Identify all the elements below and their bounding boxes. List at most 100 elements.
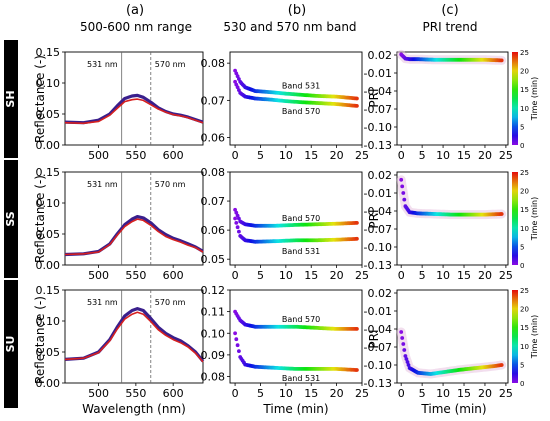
x-tick-label: 25 [355, 387, 369, 400]
row-labels: SH SS SU [4, 40, 18, 408]
x-tick-label: 600 [163, 149, 184, 162]
data-point [400, 184, 405, 189]
data-point [499, 212, 504, 216]
colorbar-tick-label: 20 [520, 68, 529, 76]
data-point [234, 337, 239, 342]
y-tick-label: -0.10 [364, 121, 392, 134]
data-point [401, 191, 406, 195]
x-tick-label: 15 [304, 387, 318, 400]
band-label-570: 570 nm [155, 298, 186, 307]
data-point [403, 354, 408, 358]
data-point [234, 210, 239, 215]
x-tick-label: 0 [232, 149, 239, 162]
data-point [237, 229, 241, 234]
x-tick-label: 500 [88, 269, 109, 282]
y-tick-label: -0.10 [364, 241, 392, 254]
x-tick-label: 5 [257, 149, 264, 162]
y-tick-label: -0.13 [364, 259, 392, 272]
x-tick-label: 0 [398, 269, 405, 282]
y-tick-label: 0.08 [201, 57, 226, 70]
x-axis-titles: Wavelength (nm) Time (min) Time (min) [82, 402, 486, 416]
time-xlabel-b: Time (min) [262, 402, 328, 416]
row-label-sh: SH [4, 90, 17, 107]
data-point [233, 331, 238, 336]
plot-frame [396, 51, 509, 146]
colorbar-tick-label: 5 [520, 243, 524, 251]
column-a-letter: (a) [126, 3, 144, 18]
x-tick-label: 5 [419, 149, 426, 162]
band-label-570: 570 nm [155, 60, 186, 69]
column-b-letter: (b) [288, 3, 306, 18]
colorbar-tick-label: 10 [520, 225, 529, 233]
plot-frame [396, 289, 509, 384]
row-label-su: SU [4, 336, 17, 353]
x-tick-label: 20 [330, 149, 344, 162]
error-band [396, 175, 507, 220]
x-tick-label: 5 [257, 387, 264, 400]
y-tick-label: -0.07 [364, 341, 392, 354]
x-tick-label: 20 [478, 387, 492, 400]
y-tick-label: -0.13 [364, 377, 392, 390]
pri-ylabel-sh: PRI [367, 88, 381, 107]
column-c-title: PRI trend [423, 20, 478, 34]
y-tick-label: 0.15 [36, 284, 61, 297]
y-axis-titles: Reflectance (-) Reflectance (-) Reflecta… [33, 55, 381, 384]
data-point [404, 357, 409, 361]
colorbar-tick-label: 25 [520, 169, 529, 177]
column-b-title: 530 and 570 nm band [223, 20, 356, 34]
y-tick-label: -0.01 [364, 187, 392, 200]
y-tick-label: 0.10 [36, 315, 61, 328]
data-point [355, 221, 359, 225]
y-tick-label: 0.15 [36, 46, 61, 59]
band-label-531: 531 nm [87, 298, 118, 307]
data-point [355, 104, 359, 108]
x-tick-label: 10 [279, 269, 293, 282]
data-point [402, 348, 407, 352]
x-tick-label: 550 [125, 269, 146, 282]
row-label-ss: SS [4, 211, 17, 226]
x-tick-label: 15 [304, 149, 318, 162]
plot-frame [229, 51, 363, 146]
series-label: Band 531 [282, 374, 320, 383]
reflectance-ylabel-ss: Reflectance (-) [33, 175, 47, 263]
x-tick-label: 25 [355, 269, 369, 282]
data-point [234, 221, 239, 225]
panel-ss-a: 0.00 0.05 0.10 0.15 500 550 600 531 nm 570 nm [36, 166, 204, 282]
plot-frame [229, 171, 363, 266]
y-tick-label: -0.04 [364, 205, 392, 218]
data-point [355, 96, 359, 101]
y-tick-label: 0.12 [201, 284, 226, 297]
x-tick-label: 15 [457, 387, 471, 400]
data-point [406, 363, 411, 367]
colorbar-tick-label: 15 [520, 206, 529, 214]
y-tick-label: 0.07 [201, 195, 226, 208]
plot-frame [64, 51, 204, 146]
x-tick-label: 600 [163, 269, 184, 282]
panel-sh-a: 0.00 0.05 0.10 0.15 500 550 600 531 nm 570 nm [36, 46, 204, 162]
data-point [399, 177, 404, 182]
data-point [399, 330, 404, 334]
x-tick-label: 0 [232, 269, 239, 282]
reflectance-ylabel-su: Reflectance (-) [33, 296, 47, 384]
data-point [235, 213, 240, 218]
colorbar-tick-label: 20 [520, 188, 529, 196]
x-tick-label: 20 [330, 387, 344, 400]
colorbar-tick-label: 10 [520, 105, 529, 113]
data-point [233, 207, 238, 212]
row-label-bar-sh [4, 40, 18, 158]
y-tick-label: 0.05 [36, 228, 61, 241]
series-label: Band 570 [282, 107, 320, 116]
data-point [405, 360, 410, 364]
series-label: Band 570 [282, 315, 320, 324]
panel-su-c: 0.02 -0.01 -0.04 -0.07 -0.10 -0.13 0 5 10 15 20 25 0… [364, 287, 539, 400]
spectrum-line-late [64, 218, 204, 256]
x-tick-label: 500 [88, 387, 109, 400]
y-tick-label: 0.02 [368, 287, 393, 300]
x-tick-label: 25 [499, 149, 513, 162]
spectrum-line-early [64, 307, 205, 363]
x-tick-label: 10 [279, 149, 293, 162]
spectrum-line-late [64, 311, 204, 363]
row-label-bar-ss [4, 160, 18, 278]
plot-frame [396, 171, 509, 266]
